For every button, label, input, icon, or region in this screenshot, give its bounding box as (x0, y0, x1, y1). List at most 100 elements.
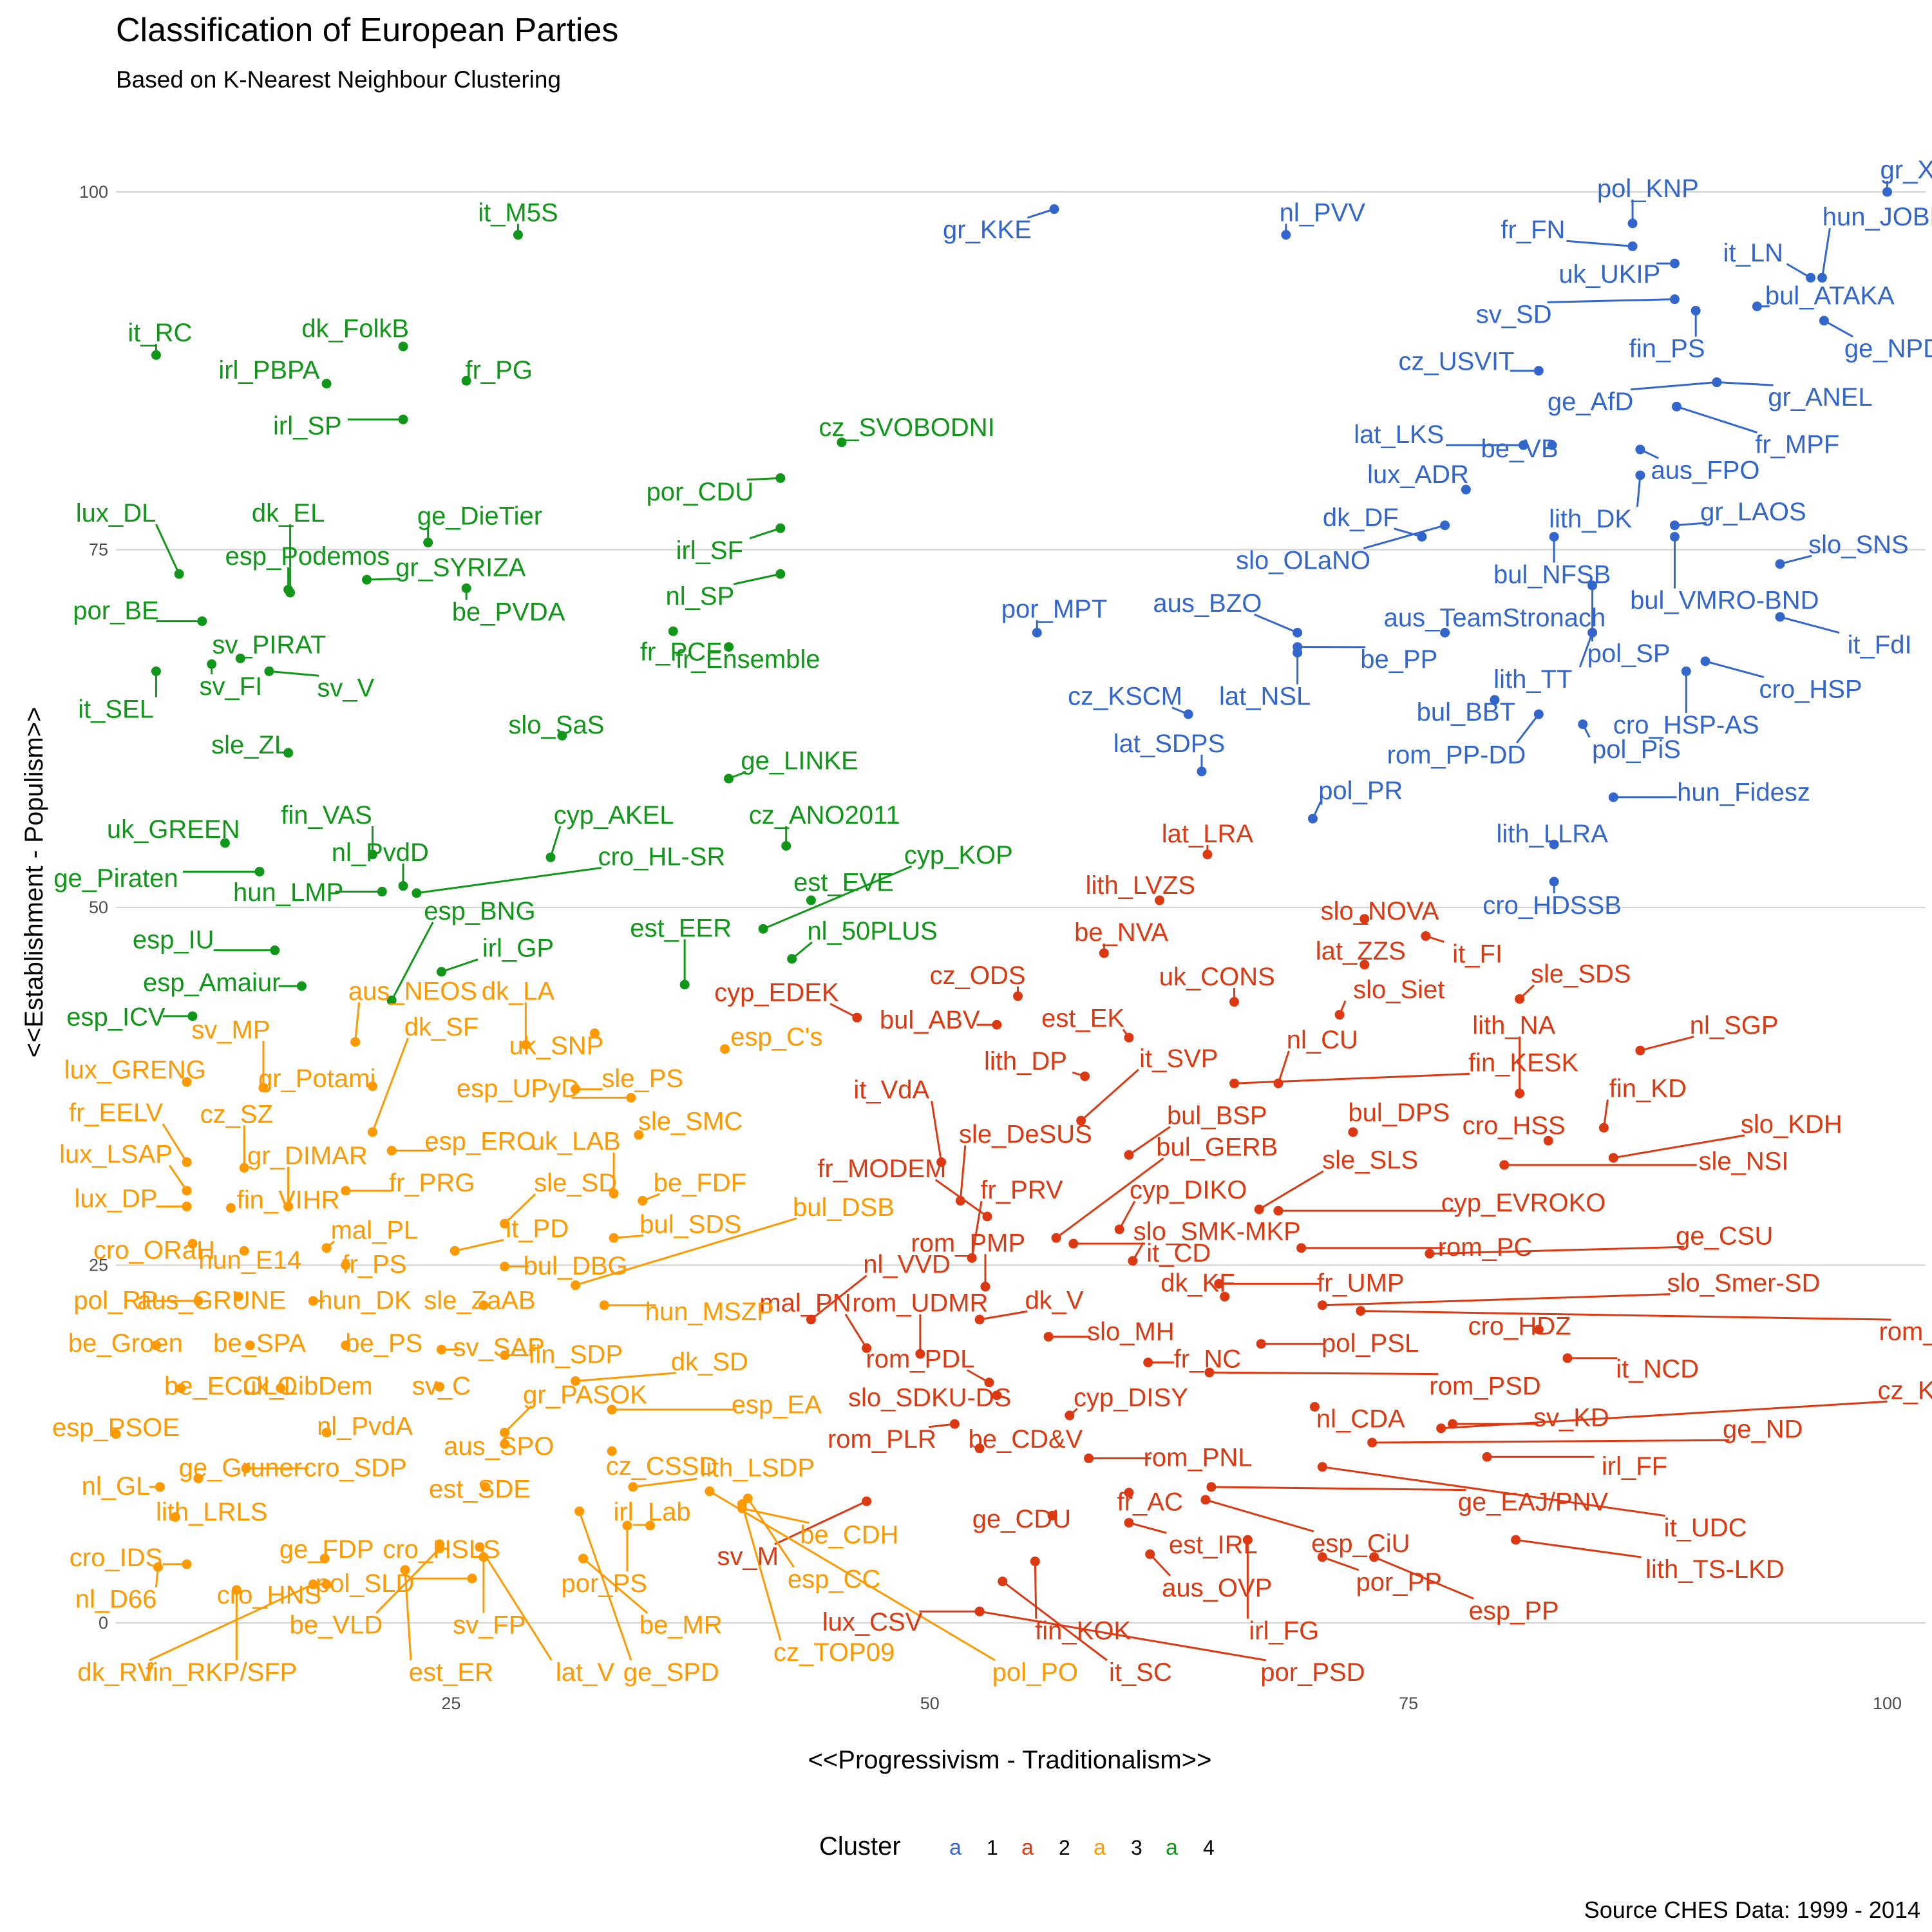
leader-hun-jobbik (1821, 227, 1831, 278)
label-it-rc: it_RC (128, 319, 192, 347)
point-slo-sns (1775, 559, 1785, 569)
label-bul-dbg: bul_DBG (523, 1252, 627, 1280)
label-esp-iu: esp_IU (133, 925, 214, 954)
leader-bul-sds (613, 1235, 644, 1239)
label-nl-50plus: nl_50PLUS (807, 917, 937, 945)
label-fin-vihr: fin_VIHR (237, 1186, 340, 1215)
point-slo-smer-sd (1317, 1300, 1327, 1311)
x-axis-ticks: 25 50 75 100 (441, 1694, 1902, 1713)
leader-est-irl (1128, 1522, 1167, 1534)
label-bul-bsp: bul_BSP (1167, 1102, 1267, 1130)
point-nl-sgp (1635, 1045, 1645, 1056)
label-rom-pdl: rom_PDL (866, 1345, 974, 1373)
label-fr-eelv: fr_EELV (69, 1099, 163, 1127)
point-cro-hdz (1533, 1324, 1544, 1334)
leader-sv-m (774, 1500, 867, 1546)
label-be-nva: be_NVA (1074, 918, 1168, 947)
point-be-nva (1099, 948, 1109, 958)
label-bul-abv: bul_ABV (880, 1006, 980, 1034)
point-ge-nd (1367, 1437, 1378, 1448)
label-pol-sld: pol_SLD (316, 1569, 414, 1598)
leader-ge-spd (578, 1511, 632, 1661)
label-esp-erc: esp_ERC (424, 1128, 535, 1156)
point-sv-sap (437, 1345, 447, 1355)
label-est-eve: est_EVE (793, 868, 894, 896)
label-fin-kd: fin_KD (1609, 1074, 1687, 1103)
legend-key-2: a (1021, 1835, 1034, 1860)
label-dk-sf: dk_SF (404, 1013, 479, 1041)
leader-cro-hsp (1705, 660, 1765, 678)
point-lith-dp (1080, 1071, 1090, 1081)
label-sv-fi: sv_FI (200, 672, 263, 701)
point-hun-dk (308, 1296, 318, 1306)
point-sle-smc (634, 1130, 644, 1140)
point-fr-prg (341, 1186, 351, 1196)
point-fr-pcf (668, 626, 678, 636)
leader-por-pp (1321, 1556, 1359, 1571)
label-cro-hsp: cro_HSP (1759, 675, 1862, 703)
label-esp-upyd: esp_UPyD (457, 1074, 580, 1103)
label-irl-sf: irl_SF (676, 536, 743, 565)
label-aus-fpo: aus_FPO (1651, 457, 1760, 485)
point-por-pp (1317, 1552, 1327, 1562)
label-be-cd-v: be_CD&V (968, 1425, 1083, 1454)
label-lux-dp: lux_DP (75, 1185, 158, 1213)
label-lux-csv: lux_CSV (822, 1608, 923, 1636)
label-por-psd: por_PSD (1260, 1658, 1365, 1687)
point-pol-sld (467, 1573, 477, 1584)
point-uk-ukip (1669, 258, 1680, 269)
leader-pol-po (709, 1490, 996, 1662)
label-slo-sdku-ds: slo_SDKU-DS (848, 1383, 1011, 1412)
label-aus-spo: aus_SPO (444, 1432, 554, 1461)
label-fr-fn: fr_FN (1501, 216, 1565, 244)
label-por-be: por_BE (73, 596, 158, 625)
point-irl-lab (645, 1520, 656, 1531)
label-rom-pnl: rom_PNL (1144, 1444, 1253, 1472)
point-be-ps (341, 1340, 351, 1350)
leader-irl-gp (441, 958, 478, 973)
label-pol-knp: pol_KNP (1597, 175, 1699, 203)
point-cyp-disy (1065, 1410, 1075, 1421)
point-nl-gl (155, 1482, 165, 1492)
point-rom-pnl (1084, 1453, 1094, 1463)
label-ge-piraten: ge_Piraten (53, 864, 178, 893)
label-cz-kscm: cz_KSCM (1068, 683, 1182, 711)
chart-title: Classification of European Parties (116, 12, 618, 49)
point-cz-kdu-csl (1436, 1423, 1446, 1434)
leader-rom-unpr (1360, 1310, 1891, 1321)
point-gr-dimar (283, 1201, 294, 1211)
label-cyp-evroko: cyp_EVROKO (1441, 1189, 1606, 1217)
point-lith-na (1515, 1088, 1525, 1099)
leader-it-vda (931, 1101, 943, 1162)
label-sle-sds: sle_SDS (1531, 960, 1631, 989)
point-pol-rp (193, 1296, 204, 1306)
point-pol-sp (1587, 580, 1598, 591)
point-esp-iu (270, 945, 280, 956)
label-cz-ods: cz_ODS (930, 961, 1026, 990)
point-cro-sdp (241, 1463, 251, 1473)
label-hun-fidesz: hun_Fidesz (1677, 778, 1810, 806)
point-labels: gr_XApol_KNPgr_KKEnl_PVVhun_JOBBIKfr_FNi… (52, 156, 1932, 1687)
label-hun-lmp: hun_LMP (233, 878, 343, 907)
leader-nl-vvd (810, 1274, 867, 1321)
point-ge-gruner (193, 1473, 204, 1484)
label-be-spa: be_SPA (213, 1329, 306, 1358)
leader-gr-syriza (366, 578, 401, 581)
label-ge-csu: ge_CSU (1676, 1222, 1773, 1250)
point-be-spa (245, 1340, 255, 1350)
label-est-irl: est_IRL (1169, 1531, 1258, 1559)
leader-lith-lsdp (632, 1477, 697, 1488)
legend-key-1: a (949, 1835, 961, 1860)
label-leader-lines (149, 180, 1891, 1662)
label-fr-ps: fr_PS (342, 1251, 406, 1279)
point-fr-mpf (1671, 401, 1681, 412)
point-irl-sf (775, 523, 786, 533)
label-fr-modem: fr_MODEM (817, 1155, 946, 1183)
point-sv-kd (1448, 1419, 1458, 1429)
label-fin-ps: fin_PS (1629, 335, 1705, 363)
point-lux-dp (182, 1201, 192, 1211)
point-bul-abv (992, 1019, 1002, 1030)
leader-aus-ovp (1149, 1553, 1171, 1577)
point-hun-jobbik (1817, 272, 1827, 283)
label-sv-v: sv_V (317, 674, 374, 702)
